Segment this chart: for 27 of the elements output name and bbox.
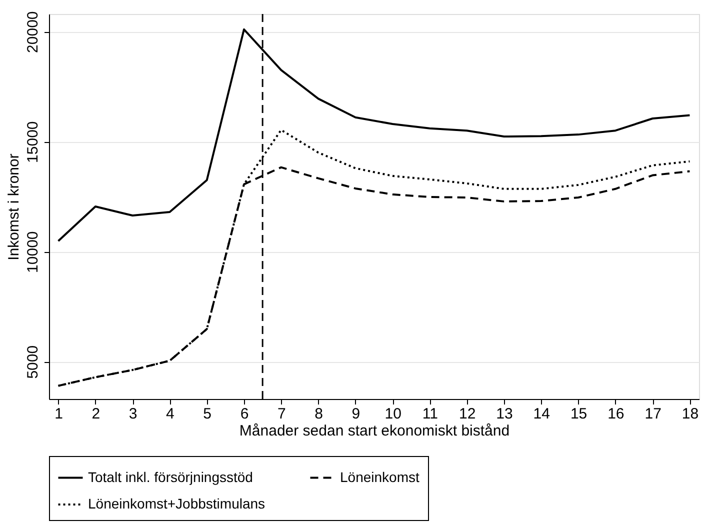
x-tick-label: 12: [459, 406, 476, 422]
x-tick-label: 9: [352, 406, 360, 422]
x-tick-label: 11: [422, 406, 438, 422]
x-axis-title: Månader sedan start ekonomiskt bistånd: [239, 422, 510, 440]
x-tick-label: 4: [166, 406, 174, 422]
x-tick-label: 3: [128, 406, 138, 422]
legend-label: Löneinkomst+Jobbstimulans: [88, 496, 266, 512]
x-tick-label: 5: [203, 406, 212, 422]
x-tick-label: 13: [496, 406, 513, 422]
y-tick-label: 10000: [24, 231, 42, 273]
y-axis-title: Inkomst i kronor: [6, 154, 22, 260]
x-tick-label: 16: [608, 406, 624, 422]
y-tick-label: 5000: [24, 345, 42, 379]
legend-label: Totalt inkl. försörjningsstöd: [88, 468, 253, 485]
x-tick-label: 14: [533, 406, 550, 422]
x-tick-label: 17: [644, 406, 662, 422]
y-tick-label: 20000: [24, 11, 42, 53]
x-tick-label: 10: [384, 406, 402, 422]
x-tick-label: 15: [570, 406, 588, 422]
x-tick-label: 18: [682, 406, 699, 422]
x-tick-label: 2: [92, 406, 100, 422]
x-tick-label: 7: [277, 406, 286, 422]
legend-label: Löneinkomst: [340, 468, 420, 485]
y-tick-label: 15000: [24, 121, 42, 163]
x-tick-label: 6: [240, 406, 249, 422]
x-tick-label: 8: [314, 406, 323, 422]
x-tick-label: 1: [54, 406, 63, 422]
